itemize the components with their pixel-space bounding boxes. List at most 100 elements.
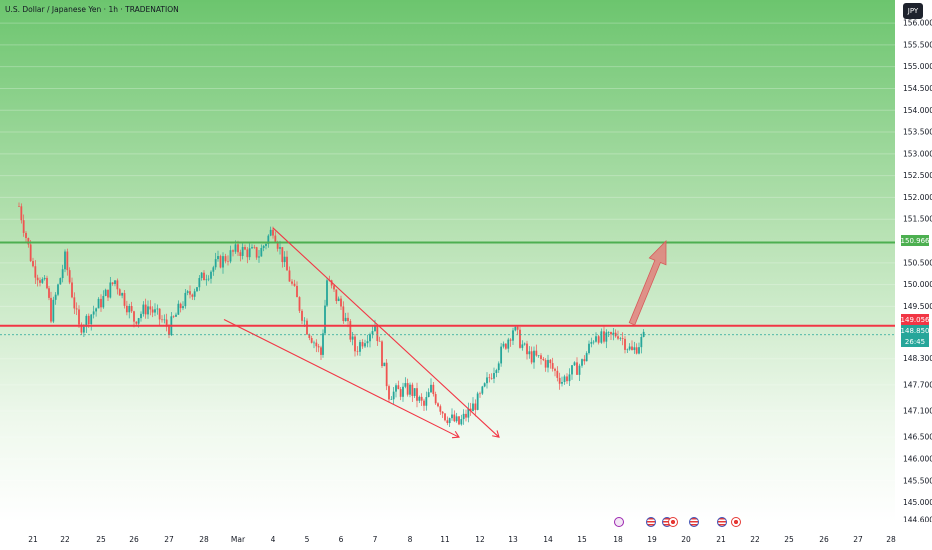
us-flag-icon[interactable] — [646, 517, 656, 527]
candle — [291, 279, 293, 286]
candle-body — [308, 334, 311, 338]
candle — [439, 404, 442, 415]
x-tick-label: 25 — [784, 535, 794, 544]
candle-body — [554, 368, 556, 371]
candle-body — [121, 293, 124, 296]
candle — [161, 315, 163, 323]
y-tick-label: 150.000 — [903, 280, 932, 289]
candle-body — [588, 343, 590, 354]
chart-title: U.S. Dollar / Japanese Yen · 1h · TRADEN… — [5, 5, 179, 14]
candle-body — [542, 358, 545, 361]
candle — [493, 367, 495, 384]
candle — [378, 336, 381, 342]
candle — [402, 382, 404, 402]
candle-body — [109, 282, 112, 298]
candle — [631, 340, 633, 351]
candle — [198, 275, 201, 291]
candle — [34, 260, 37, 285]
candle — [109, 276, 112, 299]
candle-body — [504, 343, 507, 349]
jp-flag-icon[interactable] — [668, 517, 678, 527]
candle — [324, 299, 326, 335]
candle — [50, 291, 52, 324]
candle — [267, 234, 270, 248]
candle — [73, 292, 76, 315]
candle — [104, 288, 107, 297]
candle-body — [205, 279, 208, 281]
candle-body — [50, 297, 52, 322]
candle-body — [495, 370, 498, 374]
candle-body — [434, 394, 437, 404]
candle-body — [497, 363, 500, 371]
candle — [118, 288, 121, 296]
candle — [340, 295, 342, 311]
y-tick-label: 151.500 — [903, 215, 932, 224]
candle — [467, 402, 470, 423]
candle-body — [507, 339, 510, 349]
candle — [416, 382, 418, 408]
candle-body — [39, 280, 41, 283]
candle — [32, 257, 34, 268]
candle — [504, 343, 507, 350]
candle — [214, 252, 217, 270]
candle-body — [402, 386, 404, 397]
candle-body — [306, 320, 308, 335]
x-tick-label: 21 — [28, 535, 38, 544]
candle-body — [610, 332, 612, 335]
candle — [41, 277, 44, 284]
candle — [258, 250, 260, 263]
candle — [409, 382, 411, 398]
candle — [52, 296, 55, 324]
candle-body — [356, 351, 359, 352]
candle — [592, 340, 595, 345]
candle — [549, 359, 552, 369]
jp-flag-icon[interactable] — [731, 517, 741, 527]
candle-body — [78, 309, 80, 325]
candle-body — [420, 396, 423, 401]
candle-body — [509, 339, 512, 341]
currency-button[interactable]: JPY — [903, 3, 923, 19]
candle-body — [177, 303, 180, 315]
x-tick-label: 15 — [577, 535, 587, 544]
lightning-icon[interactable] — [614, 517, 624, 527]
candle-body — [469, 408, 472, 412]
candle — [537, 355, 540, 358]
candle-body — [544, 360, 547, 368]
candle-body — [262, 245, 265, 249]
candle — [212, 265, 215, 276]
candle-body — [430, 384, 432, 393]
candle — [315, 339, 318, 353]
candle-body — [71, 282, 73, 298]
candle — [219, 254, 222, 269]
candle — [163, 314, 166, 324]
us-flag-icon[interactable] — [689, 517, 699, 527]
us-flag-icon[interactable] — [717, 517, 727, 527]
candle-body — [335, 289, 338, 301]
price-axis[interactable]: 156.000 155.500 155.000 154.500 154.000 153.5… — [903, 19, 932, 525]
candle — [313, 340, 315, 349]
candle-body — [349, 321, 352, 340]
candle — [486, 372, 488, 389]
candle — [210, 270, 212, 284]
candle — [490, 373, 493, 380]
x-tick-label: 27 — [164, 535, 174, 544]
candle-body — [566, 376, 568, 382]
candle-body — [418, 396, 421, 401]
candle-body — [581, 359, 583, 366]
candle-body — [315, 342, 318, 347]
plot-background — [0, 0, 895, 522]
candle-body — [313, 342, 315, 344]
candle-body — [210, 271, 212, 279]
candle-body — [301, 310, 303, 321]
candle — [36, 274, 39, 287]
time-axis[interactable]: 21 22 25 26 27 28 Mar 4 5 6 7 8 11 12 13 14 15 18 19 20 21 22… — [28, 535, 896, 544]
time-axis-background — [0, 522, 932, 550]
candle-body — [612, 332, 615, 335]
candle-body — [519, 329, 521, 348]
x-tick-label: 21 — [716, 535, 726, 544]
candle-body — [481, 386, 484, 394]
candle-body — [165, 319, 168, 327]
candle-body — [214, 259, 217, 268]
